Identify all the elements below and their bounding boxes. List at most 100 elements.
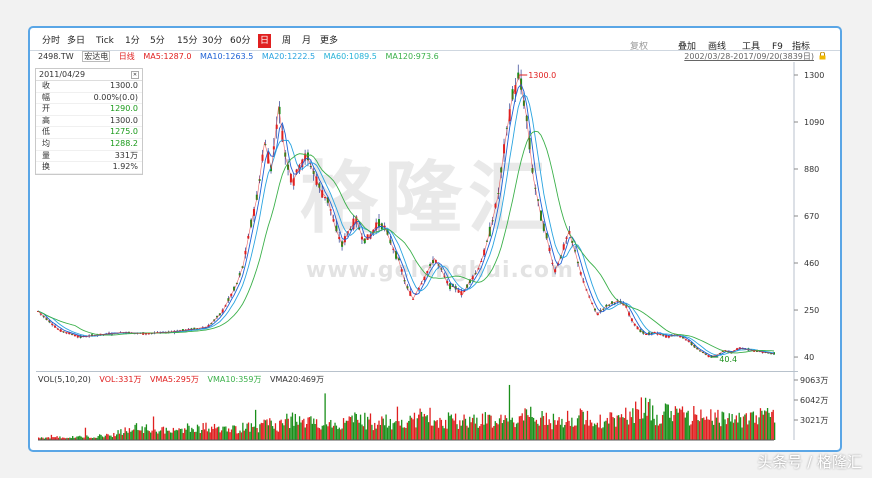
y-tick-label: 880 (804, 165, 819, 174)
volume-bar (545, 412, 547, 440)
volume-bar (671, 421, 674, 440)
volume-bar (313, 418, 315, 440)
volume-bar (562, 427, 565, 440)
volume-bar (393, 422, 396, 440)
volume-bar (270, 420, 272, 440)
date-range[interactable]: 2002/03/28-2017/09/20(3839日) (684, 52, 814, 61)
tab-4[interactable]: 5分 (150, 36, 165, 46)
tool-2[interactable]: 画线 (708, 42, 727, 52)
volume-bar (195, 431, 197, 440)
volume-bar (423, 413, 426, 440)
candle-body (596, 313, 599, 316)
symbol-label: 2498.TW (38, 52, 74, 61)
volume-bar (524, 408, 526, 440)
info-value: 1300.0 (110, 81, 138, 90)
volume-bar (106, 433, 108, 440)
tab-5[interactable]: 15分 (177, 36, 198, 46)
volume-bar (52, 437, 54, 440)
volume-bar (583, 424, 586, 440)
tool-4[interactable]: F9 (772, 42, 783, 52)
candle-body (761, 351, 764, 354)
tool-0[interactable]: 复权 (630, 42, 649, 52)
y-tick-label: 40 (804, 353, 814, 362)
volume-bar (118, 433, 121, 440)
tool-5[interactable]: 指标 (792, 42, 811, 52)
volume-bar (81, 437, 84, 440)
volume-bar (327, 426, 329, 440)
candle-body (281, 130, 284, 142)
tab-0[interactable]: 分时 (42, 36, 61, 46)
volume-bar (722, 412, 725, 440)
tab-10[interactable]: 月 (302, 36, 312, 46)
volume-bar (765, 411, 767, 440)
volume-bar (751, 412, 753, 440)
volume-bar (629, 411, 631, 440)
volume-bar (415, 427, 417, 440)
tab-11[interactable]: 更多 (320, 36, 339, 46)
volume-bar (766, 408, 769, 440)
candle-body (477, 268, 480, 270)
candle-body (468, 279, 471, 283)
candle-body (406, 286, 409, 289)
candle-body (287, 164, 290, 170)
candle-body (719, 353, 722, 355)
volume-bar (237, 433, 240, 440)
tool-1[interactable]: 叠加 (678, 42, 697, 52)
lock-icon[interactable] (819, 52, 826, 60)
tab-8[interactable]: 日 (258, 34, 272, 48)
volume-bar (425, 416, 427, 440)
volume-bar (362, 426, 365, 440)
tab-1[interactable]: 多日 (67, 36, 86, 46)
ma120-line (37, 130, 775, 354)
volume-bar (93, 437, 95, 440)
kline-chart[interactable]: 40 250 460 670 880 1090 1300 1300.0 40.4 3021万 604… (30, 28, 840, 450)
volume-bar (77, 436, 80, 440)
volume-bar (38, 437, 40, 440)
volume-bar (120, 429, 122, 440)
info-row: 换 1.92% (36, 162, 142, 174)
volume-bar (168, 430, 170, 440)
volume-bar (674, 406, 677, 440)
candle-body (514, 85, 517, 95)
volume-bar (79, 435, 81, 440)
volume-bar (50, 434, 53, 440)
candle-body (73, 334, 76, 337)
volume-bar (661, 415, 664, 440)
volume-bar (235, 426, 237, 440)
volume-bar (283, 425, 285, 440)
tab-6[interactable]: 30分 (202, 36, 223, 46)
volume-bar (301, 420, 304, 440)
volume-bar (142, 433, 145, 440)
tab-7[interactable]: 60分 (230, 36, 251, 46)
volume-bar (94, 437, 97, 440)
low-label: 40.4 (719, 355, 737, 364)
close-icon[interactable]: ✕ (131, 71, 139, 79)
volume-bar (361, 424, 363, 440)
candle-body (505, 127, 508, 129)
volume-bar (254, 409, 257, 440)
volume-bar (500, 414, 502, 440)
volume-bar (250, 423, 253, 440)
volume-bar (42, 437, 44, 440)
volume-bar (317, 427, 319, 440)
tool-3[interactable]: 工具 (742, 42, 761, 52)
volume-bar (575, 425, 577, 440)
tab-2[interactable]: Tick (96, 36, 114, 46)
volume-bar (103, 437, 105, 440)
volume-bar (677, 412, 679, 440)
volume-bar (405, 427, 407, 440)
y-tick-label: 1090 (804, 118, 824, 127)
tab-9[interactable]: 周 (282, 36, 292, 46)
volume-bar (459, 420, 461, 440)
volume-bar (503, 419, 505, 440)
tab-3[interactable]: 1分 (125, 36, 140, 46)
volume-bar (439, 417, 441, 440)
candle-body (480, 261, 483, 263)
info-row: 均 1288.2 (36, 139, 142, 151)
candle-body (267, 151, 270, 164)
volume-bar (528, 416, 530, 440)
candle-body (233, 286, 236, 291)
volume-bar (732, 422, 735, 440)
candle-body (471, 276, 474, 280)
volume-bar (277, 431, 279, 440)
